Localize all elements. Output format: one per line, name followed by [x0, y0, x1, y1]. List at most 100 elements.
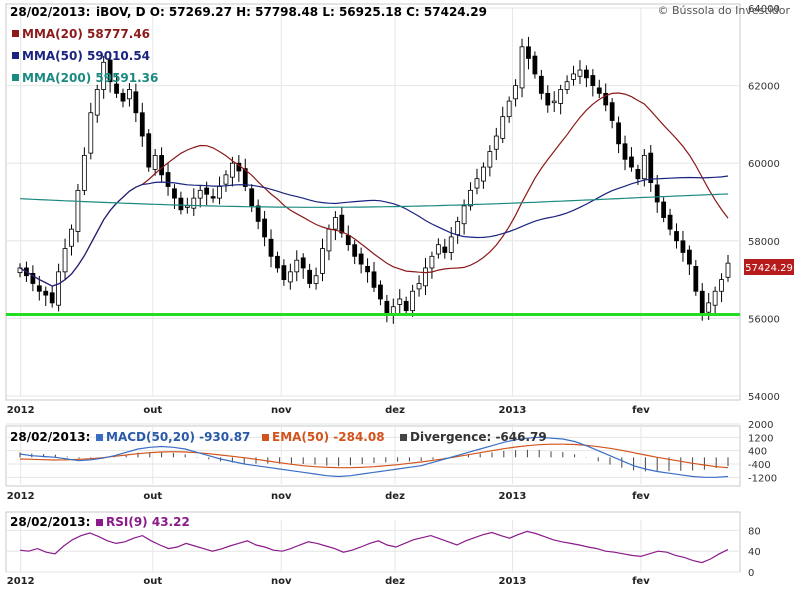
ema-legend: EMA(50) -284.08	[272, 430, 385, 444]
legend-mma200: MMA(200) 59591.36	[22, 71, 158, 85]
candle-body	[352, 244, 358, 257]
rsi-x-tick: out	[143, 576, 162, 587]
candle-body	[564, 81, 570, 90]
candle-body	[281, 265, 287, 280]
candle-body	[500, 116, 506, 139]
macd-y-axis: 2000 1200 400 -400 -1200	[748, 420, 777, 484]
candle-body	[706, 302, 712, 313]
candle-body	[435, 244, 441, 255]
candle-body	[62, 248, 68, 273]
candle-body	[197, 189, 203, 199]
price-candles	[17, 36, 731, 324]
rsi-series	[19, 530, 729, 564]
candle-body	[571, 73, 576, 80]
candle-body	[43, 290, 49, 296]
candle-body	[204, 187, 210, 195]
candle-body	[127, 89, 132, 100]
candle-body	[448, 236, 454, 253]
candle-body	[423, 267, 428, 287]
candle-body	[680, 240, 686, 253]
candle-body	[699, 290, 705, 315]
candle-body	[719, 279, 724, 292]
candle-body	[268, 238, 274, 257]
macd-x-axis: 2012 out nov dez 2013 fev	[7, 424, 650, 502]
divergence-legend: Divergence: -646.79	[410, 430, 547, 444]
candle-body	[481, 166, 486, 182]
macd-header-date: 28/02/2013:	[10, 430, 90, 444]
mma200-line	[19, 193, 729, 208]
candle-body	[255, 205, 261, 222]
mma20-line	[19, 92, 729, 287]
macd-x-tick: nov	[271, 491, 292, 502]
candle-body	[596, 87, 602, 94]
legend-swatch-mma20	[12, 30, 19, 37]
price-x-tick: 2012	[7, 405, 35, 416]
candle-body	[686, 249, 692, 265]
candle-body	[725, 262, 731, 278]
candle-body	[545, 92, 551, 106]
candle-body	[230, 162, 235, 178]
candle-body	[358, 253, 364, 265]
candle-body	[101, 61, 107, 90]
price-y-tick: 58000	[748, 237, 780, 248]
legend-mma20: MMA(20) 58777.46	[22, 27, 150, 41]
price-header-date: 28/02/2013:	[10, 5, 90, 19]
candle-body	[345, 234, 351, 246]
macd-legend: MACD(50,20) -930.87	[106, 430, 250, 444]
rsi-x-tick: nov	[271, 576, 292, 587]
candle-body	[30, 272, 36, 284]
legend-swatch-mma200	[12, 74, 19, 81]
candle-body	[410, 290, 416, 312]
candle-body	[36, 285, 42, 292]
macd-x-tick: 2013	[499, 491, 527, 502]
candle-body	[712, 290, 718, 306]
macd-y-tick: 1200	[748, 433, 773, 444]
price-y-tick: 62000	[748, 82, 780, 93]
candle-body	[403, 300, 409, 312]
candle-body	[577, 69, 583, 77]
candle-body	[332, 217, 338, 230]
price-x-tick: 2013	[499, 405, 527, 416]
legend-mma50: MMA(50) 59010.54	[22, 49, 150, 63]
candle-body	[513, 85, 518, 100]
candle-body	[56, 271, 62, 306]
candle-body	[326, 228, 332, 252]
price-x-tick: out	[143, 405, 162, 416]
ema-line	[19, 443, 729, 469]
rsi-x-tick: 2013	[499, 576, 527, 587]
candle-body	[242, 168, 248, 187]
candle-body	[139, 112, 145, 137]
candle-body	[590, 75, 596, 87]
macd-y-tick: -1200	[748, 473, 777, 484]
candle-body	[262, 218, 267, 238]
candle-body	[184, 205, 190, 208]
candle-body	[622, 143, 628, 160]
macd-swatch	[96, 434, 103, 441]
rsi-x-tick: 2012	[7, 576, 35, 587]
candle-body	[165, 172, 171, 187]
candle-body	[609, 102, 615, 121]
candle-body	[69, 228, 74, 247]
candle-body	[371, 271, 377, 288]
macd-series	[19, 436, 729, 478]
candle-body	[455, 220, 461, 235]
candle-body	[313, 275, 319, 284]
macd-panel-frame	[5, 425, 741, 487]
candle-body	[275, 255, 280, 269]
candle-body	[287, 271, 293, 283]
candle-body	[397, 298, 403, 305]
candle-body	[538, 75, 544, 94]
rsi-y-tick: 80	[748, 526, 761, 537]
candle-body	[178, 197, 184, 211]
macd-line	[19, 436, 729, 478]
candle-body	[635, 169, 641, 180]
candle-body	[249, 188, 255, 207]
candle-body	[146, 133, 152, 168]
macd-y-tick: -400	[748, 460, 771, 471]
rsi-gridlines	[6, 529, 740, 573]
candle-body	[674, 231, 679, 242]
candle-body	[661, 201, 667, 218]
candle-body	[75, 189, 81, 232]
